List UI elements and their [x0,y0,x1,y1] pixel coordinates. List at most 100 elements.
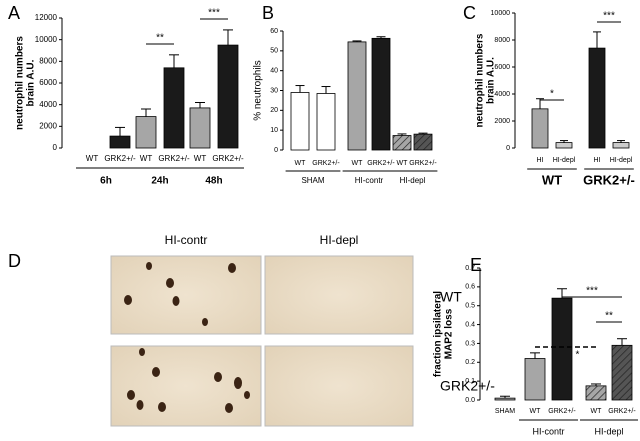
panel-letter: E [470,255,482,275]
group-label: 48h [205,176,222,187]
significance-label: ** [605,311,613,322]
bar-label: WT [530,408,542,415]
significance-label: *** [208,8,220,19]
y-tick-label: 40 [270,68,278,75]
bar [371,37,391,151]
y-tick-label: 50 [270,48,278,55]
cells [124,262,250,413]
bar [555,142,573,149]
y-tick-label: 12000 [35,13,58,22]
y-tick-label: 4000 [494,91,510,98]
group-label: 24h [151,176,168,187]
micrograph [110,255,262,335]
bar-label: GRK2+/- [104,154,136,163]
y-tick-label: 10000 [35,35,58,44]
y-tick-label: 0.0 [465,397,475,404]
bar-label: GRK2+/- [548,408,576,415]
y-tick-label: 0 [274,147,278,154]
significance-label: * [550,89,554,100]
y-tick-label: 8000 [39,56,57,65]
bar [612,142,630,149]
y-axis-label: neutrophil numbers [475,33,486,127]
row-label: WT [440,289,462,305]
column-label: HI-depl [320,233,359,247]
panel-letter: C [463,3,476,23]
micrograph [264,345,414,427]
bar [347,41,367,151]
bar-label: HI-depl [610,157,633,164]
bar-label: GRK2+/- [212,154,244,163]
group-label: 6h [100,176,112,187]
y-tick-label: 0.5 [465,303,475,310]
bar [588,47,606,149]
bar-label: WT [86,154,99,163]
bar [316,93,336,151]
bar-label: WT [352,160,364,167]
y-axis-label: brain A.U. [486,57,497,104]
group-label: HI-contr [532,426,564,436]
bar [585,385,607,401]
y-tick-label: 30 [270,87,278,94]
bar-label: HI [594,157,601,164]
bar-label: GRK2+/- [158,154,190,163]
micrographs [110,255,414,427]
bar-label: WT [591,408,603,415]
bar-label: GRK2+/- [367,160,395,167]
y-axis-label: fraction ipsilateral [433,291,444,377]
panel-letter: D [8,251,21,271]
bar [217,44,239,149]
row-label: GRK2+/- [440,378,495,394]
y-tick-label: 6000 [494,64,510,71]
bar-label: GRK2+/- [312,160,340,167]
y-tick-label: 0.2 [465,359,475,366]
bar [531,108,549,149]
y-tick-label: 0.4 [465,321,475,328]
bar [611,344,633,401]
y-tick-label: 2000 [39,121,57,130]
y-tick-label: 0.6 [465,284,475,291]
panel-letter: A [8,3,20,23]
y-tick-label: 0.7 [465,265,475,272]
y-tick-label: 20 [270,107,278,114]
bar [413,133,433,151]
bar-label: GRK2+/- [608,408,636,415]
bar [290,92,310,151]
bar-label: WT [397,160,409,167]
y-axis-label: MAP2 loss [444,308,455,359]
significance-label: * [576,350,580,361]
bar [189,107,211,149]
y-axis-label: % neutrophils [253,60,264,121]
y-tick-label: 10000 [491,10,511,17]
bar [109,135,131,149]
significance-label: *** [603,11,615,22]
y-tick-label: 8000 [494,37,510,44]
bar [551,297,573,401]
y-tick-label: 60 [270,28,278,35]
bar-label: WT [140,154,153,163]
bar-label: WT [295,160,307,167]
y-tick-label: 0 [506,145,510,152]
significance-label: ** [156,33,164,44]
bar [392,135,412,151]
bar [494,397,516,401]
bar-label: GRK2+/- [409,160,437,167]
y-tick-label: 4000 [39,100,57,109]
y-tick-label: 10 [270,127,278,134]
bar-label: SHAM [495,408,515,415]
group-label: SHAM [301,176,324,185]
significance-label: *** [586,286,598,297]
group-label: HI-depl [400,176,426,185]
bar [135,116,157,149]
group-label: WT [542,172,562,187]
y-tick-label: 0.3 [465,340,475,347]
y-axis-label: neutrophil numbers [15,36,26,130]
group-label: GRK2+/- [583,172,635,187]
column-label: HI-contr [165,233,208,247]
y-tick-label: 2000 [494,118,510,125]
y-axis-label: brain A.U. [26,59,37,106]
y-tick-label: 0 [53,143,58,152]
bar-label: WT [194,154,207,163]
bar-label: HI [537,157,544,164]
bar [524,358,546,401]
